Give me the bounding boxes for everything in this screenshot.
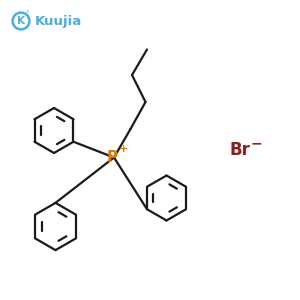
- Text: Br: Br: [230, 141, 250, 159]
- Text: K: K: [17, 16, 25, 26]
- Text: −: −: [251, 136, 262, 150]
- Text: +: +: [118, 143, 127, 154]
- Text: °: °: [26, 11, 29, 17]
- Text: P: P: [107, 150, 118, 165]
- Text: Kuujia: Kuujia: [34, 14, 82, 28]
